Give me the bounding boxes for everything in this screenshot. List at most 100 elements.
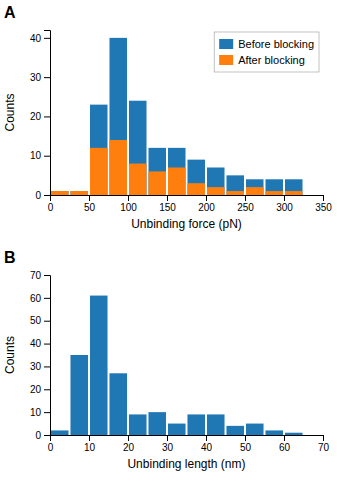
x-axis-tick-mark <box>206 435 207 441</box>
bar <box>226 426 244 435</box>
bar <box>149 148 167 195</box>
legend-swatch <box>219 39 233 49</box>
y-axis-tick: 50 <box>30 315 50 326</box>
x-axis-tick: 30 <box>162 435 174 453</box>
y-axis-tick-mark <box>44 321 50 322</box>
x-axis: 010203040506070 <box>48 435 330 453</box>
bar <box>71 191 89 195</box>
bar <box>129 101 147 195</box>
x-axis-tick-label: 300 <box>276 202 293 213</box>
y-axis-tick-label: 40 <box>30 338 42 349</box>
x-axis-tick-label: 50 <box>84 202 96 213</box>
y-axis-tick: 20 <box>30 384 50 395</box>
x-axis-tick-mark <box>89 195 90 201</box>
x-axis-tick-label: 20 <box>123 442 135 453</box>
x-axis-tick: 60 <box>279 435 291 453</box>
legend-label: After blocking <box>238 54 305 66</box>
bar <box>51 191 69 195</box>
x-axis-tick-mark <box>206 195 207 201</box>
x-axis-tick-label: 0 <box>48 202 54 213</box>
x-axis-tick-label: 30 <box>162 442 174 453</box>
y-axis-tick-mark <box>44 156 50 157</box>
bar <box>51 430 69 435</box>
plot-area <box>51 296 303 435</box>
bar <box>266 179 284 195</box>
bar <box>285 179 303 195</box>
y-axis-tick: 0 <box>35 430 50 441</box>
bar <box>129 414 147 435</box>
x-axis-tick: 70 <box>318 435 330 453</box>
x-axis-tick-label: 350 <box>315 202 332 213</box>
x-axis-tick-label: 250 <box>237 202 254 213</box>
y-axis-tick: 30 <box>30 72 50 83</box>
bar <box>110 38 128 195</box>
y-axis-tick-mark <box>44 77 50 78</box>
bar <box>168 168 186 196</box>
bar <box>285 433 303 435</box>
bar <box>246 179 264 195</box>
x-axis-tick: 40 <box>201 435 213 453</box>
x-axis-tick: 150 <box>159 195 176 213</box>
y-axis-tick: 30 <box>30 361 50 372</box>
y-axis-tick-label: 50 <box>30 315 42 326</box>
chart-canvas: 050100150200250300350010203040Unbinding … <box>0 0 337 500</box>
x-axis-tick: 10 <box>84 435 96 453</box>
x-axis-tick-label: 200 <box>198 202 215 213</box>
x-axis-tick-mark <box>89 435 90 441</box>
bar <box>207 414 225 435</box>
panel: 010203040506070010203040506070Unbinding … <box>3 249 329 471</box>
x-axis-tick: 200 <box>198 195 215 213</box>
y-axis-tick-label: 30 <box>30 361 42 372</box>
x-axis-tick-label: 60 <box>279 442 291 453</box>
y-axis-tick-label: 0 <box>35 430 41 441</box>
y-axis-tick: 10 <box>30 407 50 418</box>
legend: Before blocking After blocking <box>214 32 319 72</box>
y-axis-tick-label: 10 <box>30 150 42 161</box>
x-axis-tick: 0 <box>48 435 54 453</box>
x-axis-tick-mark <box>167 435 168 441</box>
x-axis-tick: 250 <box>237 195 254 213</box>
y-axis-tick: 10 <box>30 150 50 161</box>
y-axis-tick: 20 <box>30 111 50 122</box>
x-axis-tick-mark <box>323 435 324 441</box>
bar <box>285 191 303 195</box>
x-axis: 050100150200250300350 <box>48 195 333 213</box>
y-axis-tick-label: 40 <box>30 33 42 44</box>
y-axis-tick-label: 20 <box>30 384 42 395</box>
bar <box>71 191 89 195</box>
bar <box>110 140 128 195</box>
y-axis-title: Counts <box>3 93 17 131</box>
bar <box>227 191 245 195</box>
bar <box>187 414 205 435</box>
y-axis-tick: 0 <box>35 190 50 201</box>
bar <box>149 171 167 195</box>
bar <box>90 296 108 435</box>
bar <box>168 424 186 435</box>
x-axis-tick: 300 <box>276 195 293 213</box>
y-axis-tick: 70 <box>30 270 50 281</box>
x-axis-tick-mark <box>167 195 168 201</box>
bar <box>70 355 88 435</box>
panel-title: A <box>4 4 16 21</box>
bar <box>90 148 108 195</box>
y-axis-tick-mark <box>44 116 50 117</box>
y-axis-tick-mark <box>44 195 50 196</box>
y-axis-line <box>44 276 51 436</box>
y-axis-tick-mark <box>44 435 50 436</box>
x-axis-line <box>51 196 324 202</box>
x-axis-tick-mark <box>284 195 285 201</box>
y-axis: 0 10 20 30 40 <box>30 31 51 201</box>
bar <box>90 105 108 195</box>
y-axis-tick-mark <box>44 412 50 413</box>
bar <box>129 164 147 195</box>
y-axis-tick-mark <box>44 344 50 345</box>
x-axis-tick-label: 10 <box>84 442 96 453</box>
bar <box>246 424 264 435</box>
legend-label: Before blocking <box>238 38 314 50</box>
x-axis-tick: 0 <box>48 195 54 213</box>
x-axis-tick-label: 150 <box>159 202 176 213</box>
x-axis-tick-label: 70 <box>318 442 330 453</box>
bar <box>207 168 225 196</box>
x-axis-tick-mark <box>245 195 246 201</box>
bar <box>304 435 322 436</box>
